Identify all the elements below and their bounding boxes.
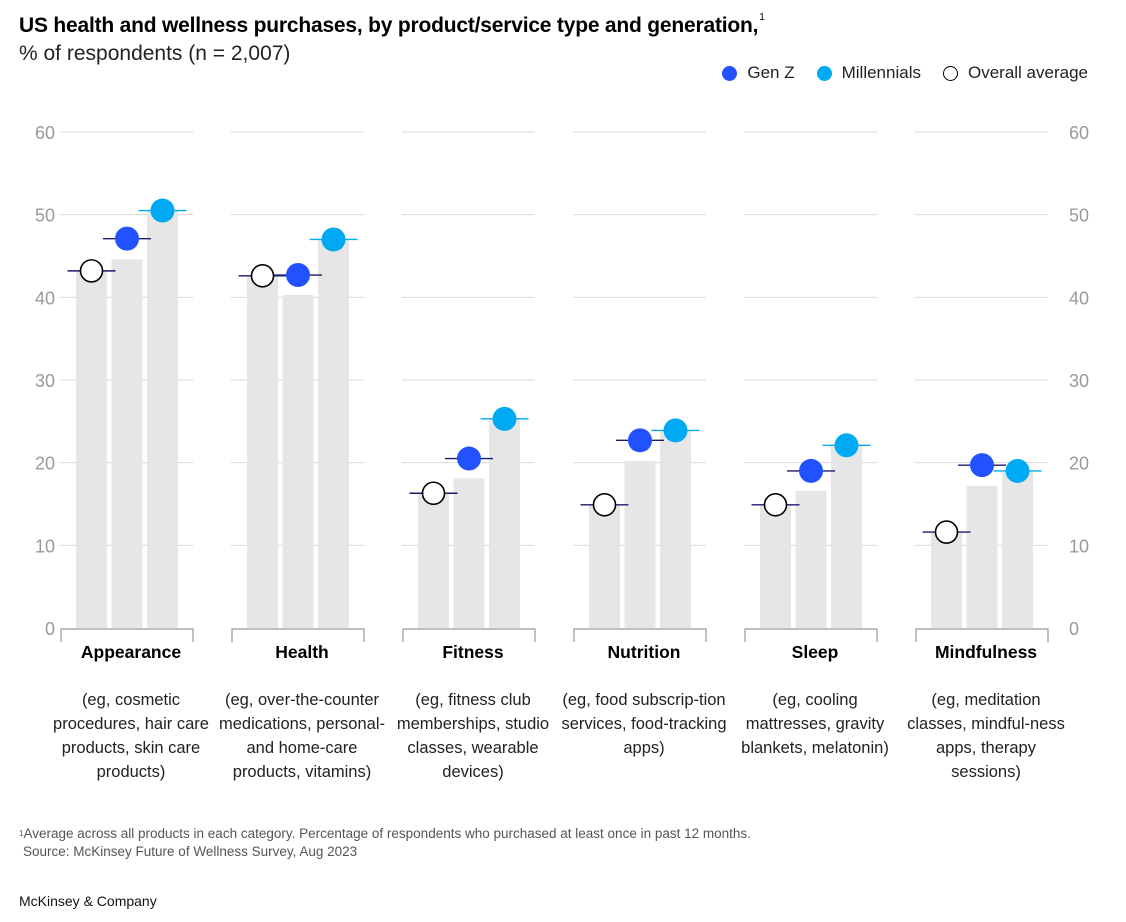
bar: [931, 532, 962, 628]
overall-average-marker: [79, 259, 104, 283]
x-axis-bracket: [231, 628, 365, 642]
overall-average-marker: [250, 264, 275, 288]
gen-z-marker: [799, 458, 823, 483]
category-label: Appearance: [81, 642, 181, 662]
y-tick-label-left: 30: [35, 371, 55, 391]
category-label: Nutrition: [608, 642, 681, 662]
footnote-marker: 1: [19, 829, 24, 838]
bar: [624, 461, 656, 628]
millennials-marker: [150, 198, 175, 223]
gen-z-marker: [628, 428, 652, 453]
category-description: (eg, cooling mattresses, gravity blanket…: [741, 691, 889, 757]
legend-item-genz: Gen Z: [722, 63, 795, 83]
bar: [489, 418, 520, 628]
y-tick-label-left: 0: [45, 619, 55, 639]
hollow-dot-icon: [942, 65, 958, 81]
y-tick-label-right: 60: [1069, 123, 1089, 143]
chart-area: 0 0 10 10 20 20 30 30 40 40 50 50 60 60 Appearance Heal…: [35, 123, 1089, 662]
bar: [318, 239, 349, 628]
overall-average-marker: [763, 493, 788, 517]
overall-average-marker: [421, 481, 446, 506]
bar: [111, 259, 143, 628]
legend-label-overall: Overall average: [967, 63, 1088, 82]
category-description: (eg, fitness club memberships, studio cl…: [396, 691, 550, 781]
bar: [76, 270, 107, 628]
y-tick-label-right: 10: [1069, 536, 1089, 556]
bar: [831, 445, 862, 628]
millennials-marker: [1005, 458, 1030, 483]
bar: [1002, 470, 1033, 628]
brand-logo-text: McKinsey & Company: [19, 893, 157, 909]
category-description: (eg, food subscrip-tion services, food-t…: [561, 691, 727, 757]
y-tick-label-left: 60: [35, 123, 55, 143]
bar: [589, 504, 620, 628]
y-tick-label-left: 10: [35, 536, 55, 556]
gen-z-marker: [457, 446, 481, 471]
bar: [247, 275, 278, 628]
y-tick-label-right: 20: [1069, 454, 1089, 474]
y-tick-label-right: 30: [1069, 371, 1089, 391]
chart-subtitle: % of respondents (n = 2,007): [19, 42, 291, 65]
bar: [760, 504, 791, 628]
millennials-marker: [663, 418, 688, 443]
category-label: Mindfulness: [935, 642, 1037, 662]
millennials-marker: [321, 227, 346, 252]
x-axis-bracket: [402, 628, 536, 642]
x-axis-bracket: [744, 628, 878, 642]
legend-item-overall: Overall average: [942, 63, 1088, 83]
legend-item-millennials: Millennials: [816, 63, 921, 83]
legend-label-millennials: Millennials: [841, 63, 921, 82]
legend: Gen Z Millennials Overall average: [700, 63, 1088, 83]
y-tick-label-right: 50: [1069, 206, 1089, 226]
category-description: (eg, meditation classes, mindful-ness ap…: [907, 691, 1065, 781]
bar: [282, 294, 314, 628]
millennials-marker: [834, 433, 859, 458]
chart-title: US health and wellness purchases, by pro…: [19, 12, 765, 37]
bar: [660, 430, 691, 628]
overall-average-marker: [592, 493, 617, 517]
y-tick-label-right: 0: [1069, 619, 1079, 639]
bar: [147, 210, 178, 629]
filled-dot-icon: [722, 65, 738, 81]
gen-z-marker: [115, 226, 139, 251]
category-label: Sleep: [792, 642, 839, 662]
bar: [966, 485, 998, 628]
x-axis-bracket: [573, 628, 707, 642]
legend-label-genz: Gen Z: [747, 63, 795, 82]
overall-average-marker: [934, 520, 959, 544]
category-description: (eg, cosmetic procedures, hair care prod…: [53, 691, 209, 781]
category-description: (eg, over-the-counter medications, perso…: [219, 691, 385, 781]
y-tick-label-left: 20: [35, 454, 55, 474]
footnote: 1Average across all products in each cat…: [19, 825, 751, 861]
bar: [453, 478, 485, 628]
y-tick-label-right: 40: [1069, 288, 1089, 308]
filled-dot-icon: [816, 65, 832, 81]
title-footnote-marker: 1: [759, 12, 765, 23]
source-text: Source: McKinsey Future of Wellness Surv…: [23, 844, 358, 859]
y-tick-label-left: 50: [35, 206, 55, 226]
footnote-text: Average across all products in each cate…: [23, 826, 751, 841]
bar: [418, 493, 449, 628]
gen-z-marker: [970, 453, 994, 478]
category-label: Health: [275, 642, 328, 662]
gen-z-marker: [286, 263, 310, 288]
x-axis-bracket: [915, 628, 1049, 642]
millennials-marker: [492, 406, 517, 431]
bar: [795, 490, 827, 628]
x-axis-bracket: [60, 628, 194, 642]
category-label: Fitness: [442, 642, 504, 662]
y-tick-label-left: 40: [35, 288, 55, 308]
